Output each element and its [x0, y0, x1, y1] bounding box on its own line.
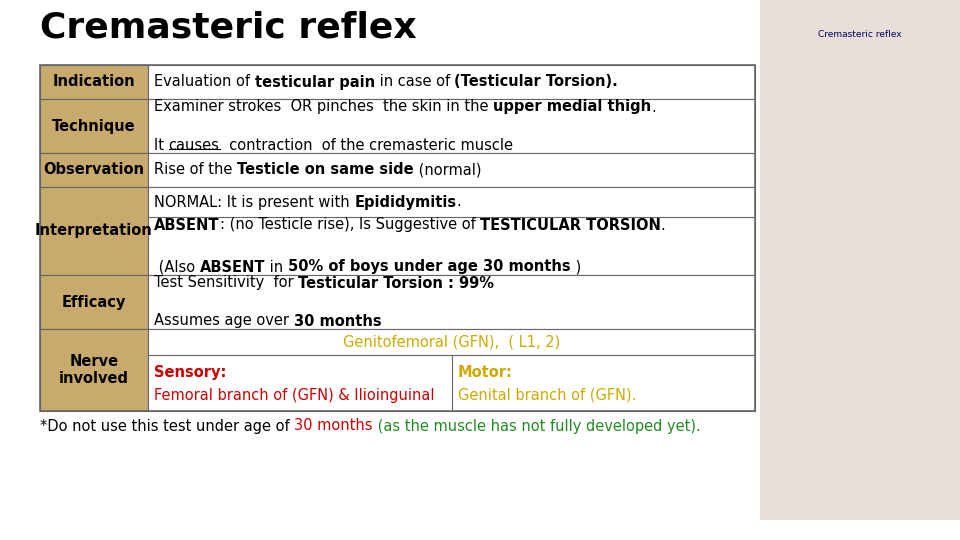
Text: causes: causes [169, 138, 220, 152]
Bar [40, 65, 148, 99]
Text: : (no Testicle rise), Is Suggestive of: : (no Testicle rise), Is Suggestive of [220, 218, 480, 233]
Text: upper medial thigh: upper medial thigh [493, 99, 651, 114]
Text: Genitofemoral (GFN),  ( L1, 2): Genitofemoral (GFN), ( L1, 2) [343, 334, 560, 349]
Text: .: . [651, 99, 656, 114]
Text: (Also: (Also [154, 260, 200, 274]
Text: 30 months: 30 months [294, 314, 381, 328]
Text: Efficacy: Efficacy [61, 294, 126, 309]
Text: 50% of boys under age 30 months: 50% of boys under age 30 months [288, 260, 570, 274]
Text: Sensory:: Sensory: [154, 366, 227, 380]
Text: Femoral branch of (GFN) & Ilioinguinal: Femoral branch of (GFN) & Ilioinguinal [154, 388, 435, 403]
Text: (as the muscle has not fully developed yet).: (as the muscle has not fully developed y… [372, 418, 701, 434]
Text: Genital branch of (GFN).: Genital branch of (GFN). [458, 388, 636, 403]
Text: Evaluation of: Evaluation of [154, 75, 254, 90]
Text: .: . [660, 218, 665, 233]
Bar [40, 99, 148, 153]
Text: Examiner strokes  OR pinches  the skin in the: Examiner strokes OR pinches the skin in … [154, 99, 493, 114]
Text: *Do not use this test under age of: *Do not use this test under age of [40, 418, 295, 434]
Text: ABSENT: ABSENT [154, 218, 220, 233]
Text: Rise of the: Rise of the [154, 163, 237, 178]
Text: TESTICULAR TORSION: TESTICULAR TORSION [480, 218, 660, 233]
Bar [40, 187, 148, 275]
Bar [40, 275, 148, 329]
Text: ABSENT: ABSENT [200, 260, 265, 274]
Text: Technique: Technique [52, 118, 135, 133]
Text: .: . [456, 194, 461, 210]
Text: in case of: in case of [374, 75, 454, 90]
Text: (Testicular Torsion).: (Testicular Torsion). [454, 75, 618, 90]
Bar [148, 275, 755, 329]
Text: (normal): (normal) [414, 163, 481, 178]
Text: It: It [154, 138, 169, 152]
Text: 30 months: 30 months [295, 418, 372, 434]
Text: ): ) [570, 260, 581, 274]
Bar [148, 99, 755, 153]
Bar [148, 65, 755, 99]
Text: Epididymitis: Epididymitis [354, 194, 456, 210]
Text: Nerve
involved: Nerve involved [59, 354, 129, 386]
Text: in: in [265, 260, 288, 274]
Text: Assumes age over: Assumes age over [154, 314, 294, 328]
Text: Test Sensitivity  for: Test Sensitivity for [154, 275, 299, 291]
Text: contraction  of the cremasteric muscle: contraction of the cremasteric muscle [220, 138, 513, 152]
Bar [148, 329, 755, 411]
Text: Testicle on same side: Testicle on same side [237, 163, 414, 178]
Bar [40, 65, 755, 411]
Bar [148, 187, 755, 275]
Text: Testicular Torsion : 99%: Testicular Torsion : 99% [299, 275, 494, 291]
Bar [760, 0, 960, 520]
Bar [148, 153, 755, 187]
Text: testicular pain: testicular pain [254, 75, 374, 90]
Text: Indication: Indication [53, 75, 135, 90]
Text: Cremasteric reflex: Cremasteric reflex [40, 10, 417, 44]
Text: NORMAL: It is present with: NORMAL: It is present with [154, 194, 354, 210]
Bar [40, 329, 148, 411]
Bar [40, 153, 148, 187]
Text: Observation: Observation [43, 163, 145, 178]
Text: Interpretation: Interpretation [36, 224, 153, 239]
Text: Cremasteric reflex: Cremasteric reflex [818, 30, 901, 39]
Text: Motor:: Motor: [458, 366, 513, 380]
